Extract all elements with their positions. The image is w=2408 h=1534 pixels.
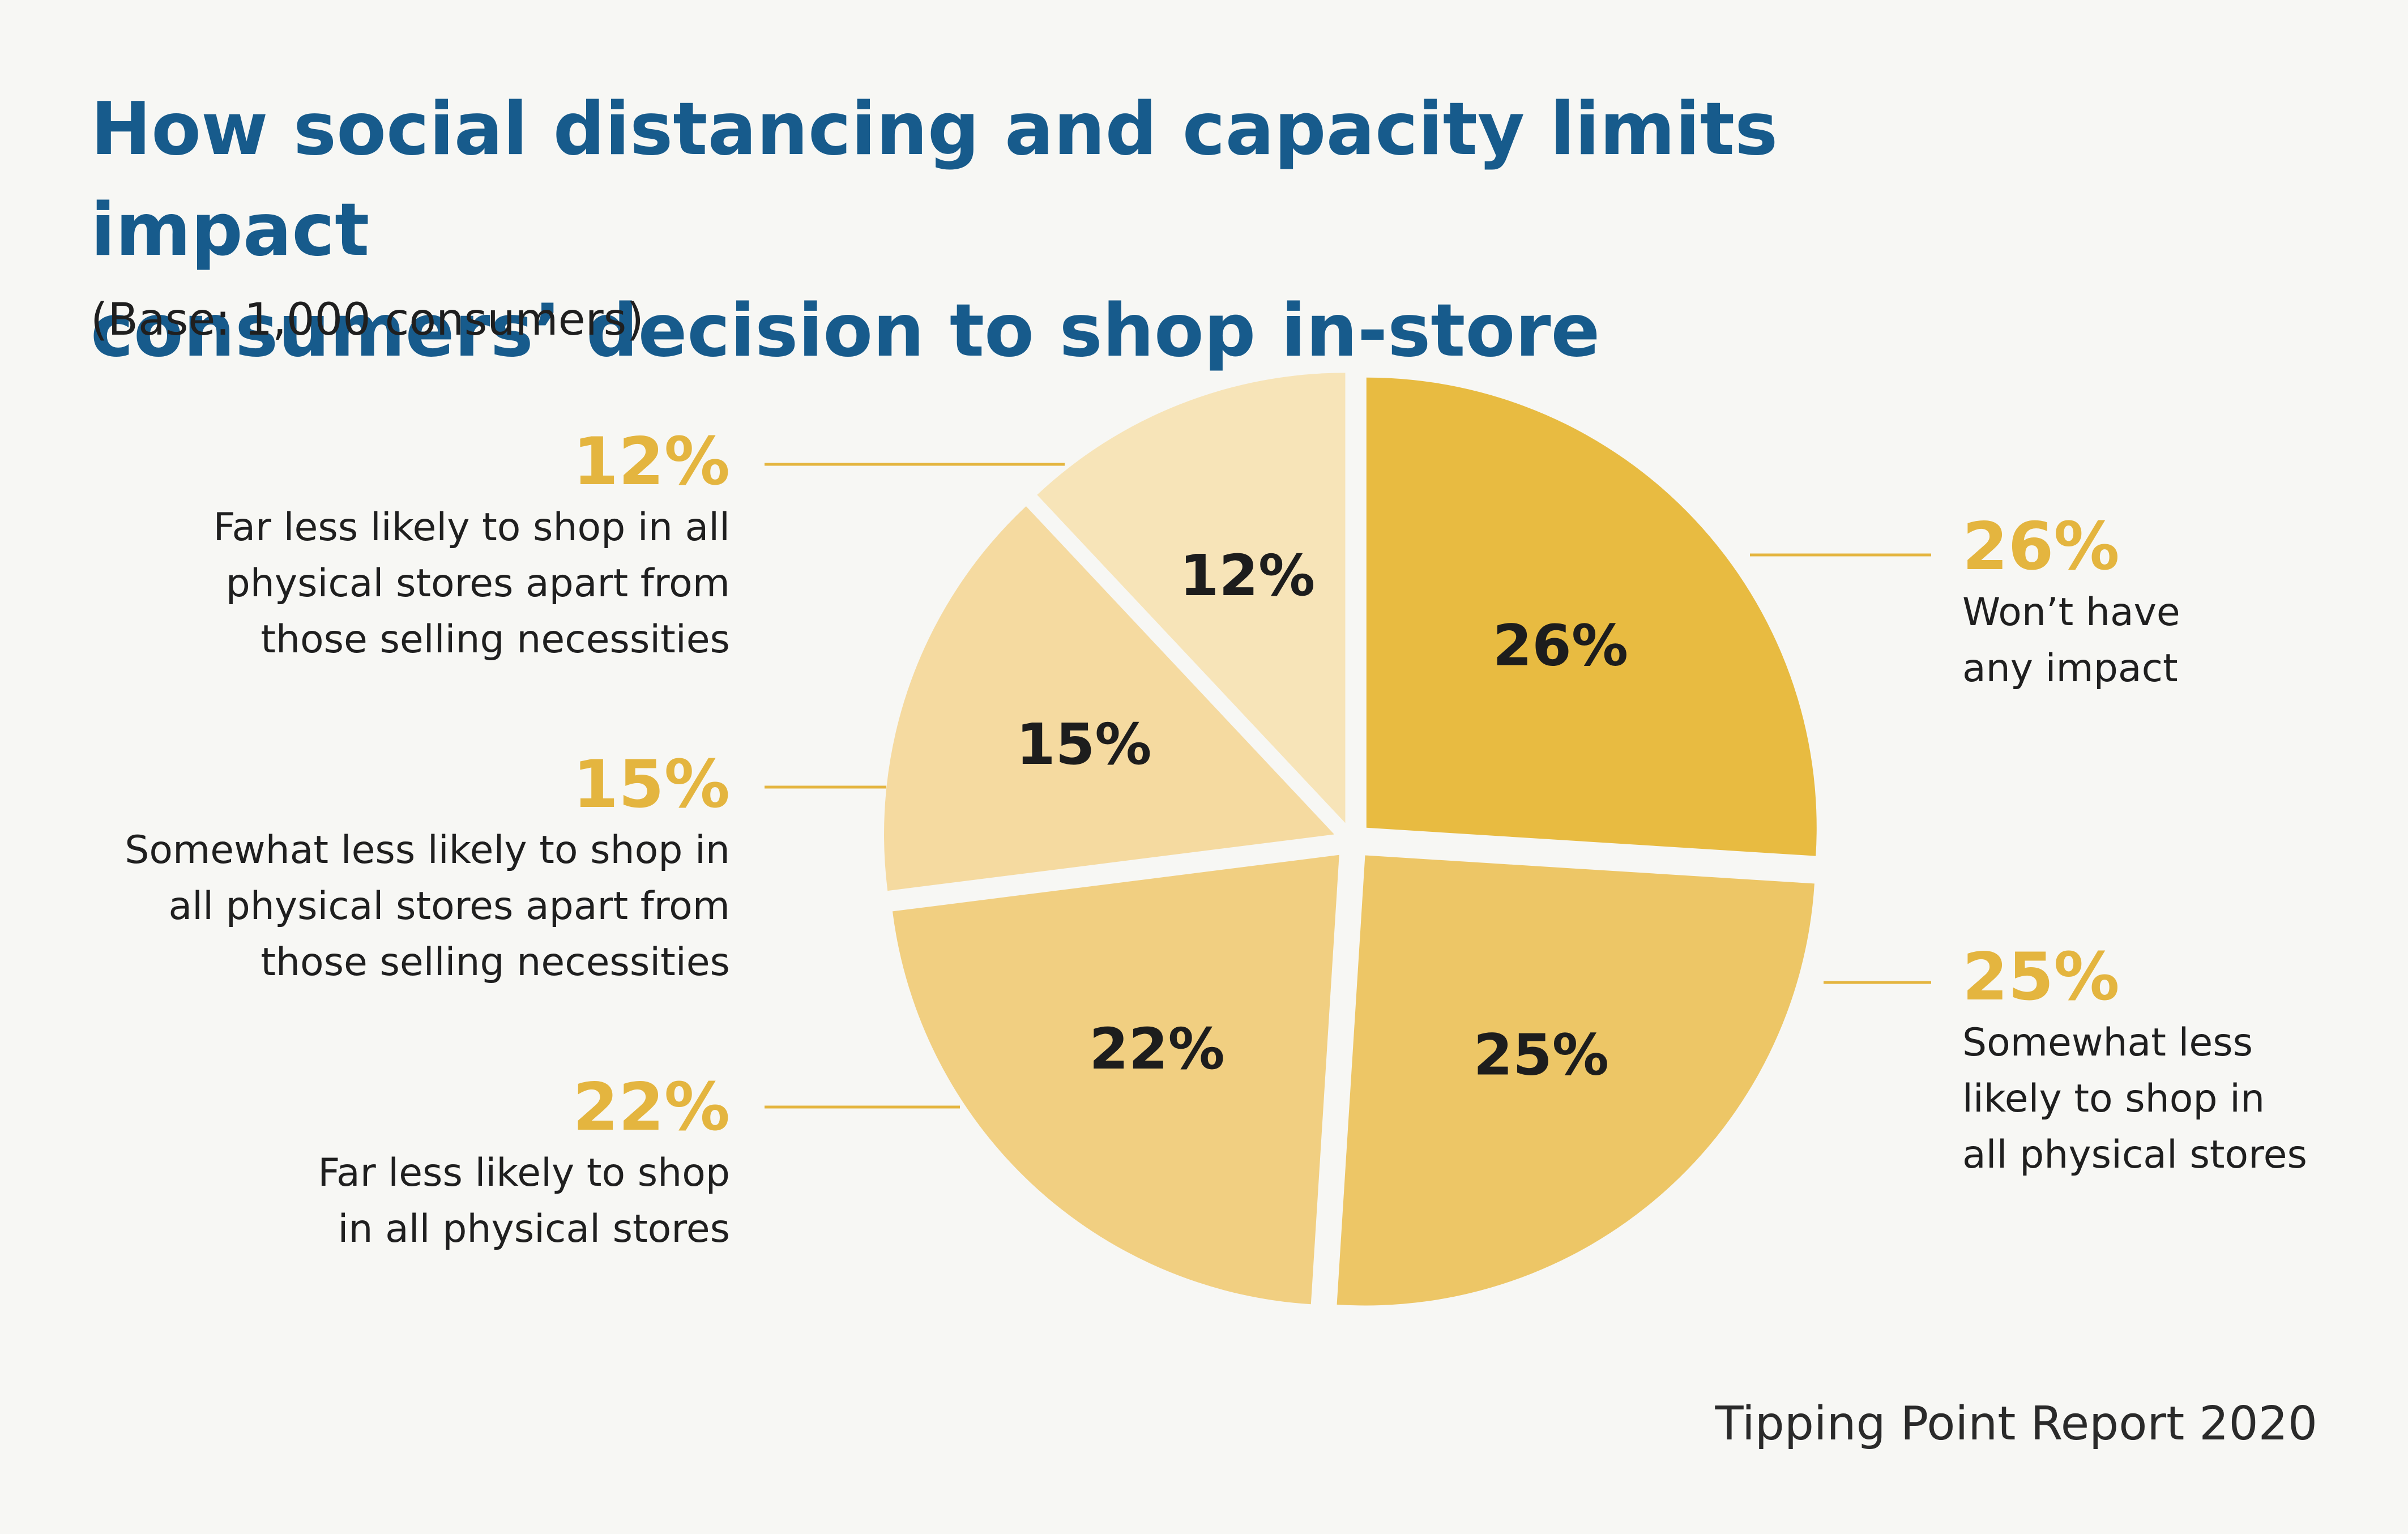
callout-description-line: Somewhat less xyxy=(1962,1020,2253,1065)
callout-description-line: all physical stores xyxy=(1962,1133,2307,1177)
callout-percent: 15% xyxy=(573,746,730,823)
pie-slices xyxy=(884,373,1817,1306)
pie-slice-wont-have-impact xyxy=(1366,377,1817,856)
callout-description-line: Won’t have xyxy=(1962,590,2180,635)
callout-percent: 22% xyxy=(573,1069,730,1146)
callout-description: Somewhat less likely to shop in all phys… xyxy=(125,822,730,990)
callout-somewhat-less-all-stores: 25% Somewhat less likely to shop in all … xyxy=(1962,940,2307,1183)
callout-description: Far less likely to shop in all physical … xyxy=(214,499,731,668)
pie-slice-label-somewhat-less-except-necessities: 15% xyxy=(1016,711,1151,777)
pie-slice-label-far-less-except-necessities: 12% xyxy=(1180,542,1315,609)
callout-description-line: all physical stores apart from xyxy=(168,884,730,929)
chart-title-line-1: How social distancing and capacity limit… xyxy=(91,87,1778,272)
pie-slice-labels: 26% 25% 22% 15% 12% xyxy=(1016,542,1628,1088)
callout-description-line: physical stores apart from xyxy=(225,561,730,606)
callout-far-less-except-necessities: 12% Far less likely to shop in all physi… xyxy=(214,425,731,668)
source-credit: Tipping Point Report 2020 xyxy=(1715,1397,2317,1451)
callout-description-line: those selling necessities xyxy=(261,617,730,662)
pie-slice-far-less-all-stores xyxy=(892,854,1339,1305)
pie-slice-somewhat-less-except-necessities xyxy=(884,506,1335,891)
pie-slice-label-wont-have-impact: 26% xyxy=(1493,612,1628,678)
callout-percent: 12% xyxy=(573,424,730,500)
callout-description-line: likely to shop in xyxy=(1962,1076,2265,1121)
callout-description: Won’t have any impact xyxy=(1962,584,2180,697)
callout-description-line: Somewhat less likely to shop in xyxy=(125,828,730,873)
callout-won't-have-impact: 26% Won’t have any impact xyxy=(1962,510,2180,697)
callout-description-line: in all physical stores xyxy=(338,1207,730,1251)
callout-somewhat-less-except-necessities: 15% Somewhat less likely to shop in all … xyxy=(125,747,730,990)
pie-slice-label-far-less-all-stores: 22% xyxy=(1089,1016,1224,1082)
callout-description-line: Far less likely to shop xyxy=(318,1151,730,1195)
callout-percent: 26% xyxy=(1962,509,2120,585)
pie-slice-somewhat-less-all-stores xyxy=(1337,855,1814,1306)
chart-title-line-2: consumers’ decision to shop in-store xyxy=(91,289,1600,373)
callout-description-line: any impact xyxy=(1962,646,2178,691)
pie-slice-far-less-except-necessities xyxy=(1037,373,1346,823)
pie-slice-label-somewhat-less-all-stores: 25% xyxy=(1474,1022,1609,1088)
callout-description: Somewhat less likely to shop in all phys… xyxy=(1962,1015,2307,1183)
callout-far-less-all-stores: 22% Far less likely to shop in all physi… xyxy=(318,1070,730,1257)
chart-title: How social distancing and capacity limit… xyxy=(91,79,2073,382)
callout-description-line: Far less likely to shop in all xyxy=(213,505,731,550)
callout-percent: 25% xyxy=(1962,939,2120,1015)
leader-lines xyxy=(765,463,1931,1109)
callout-description-line: those selling necessities xyxy=(261,940,730,985)
chart-subtitle: (Base: 1,000 consumers) xyxy=(91,294,644,345)
callout-description: Far less likely to shop in all physical … xyxy=(318,1145,730,1257)
